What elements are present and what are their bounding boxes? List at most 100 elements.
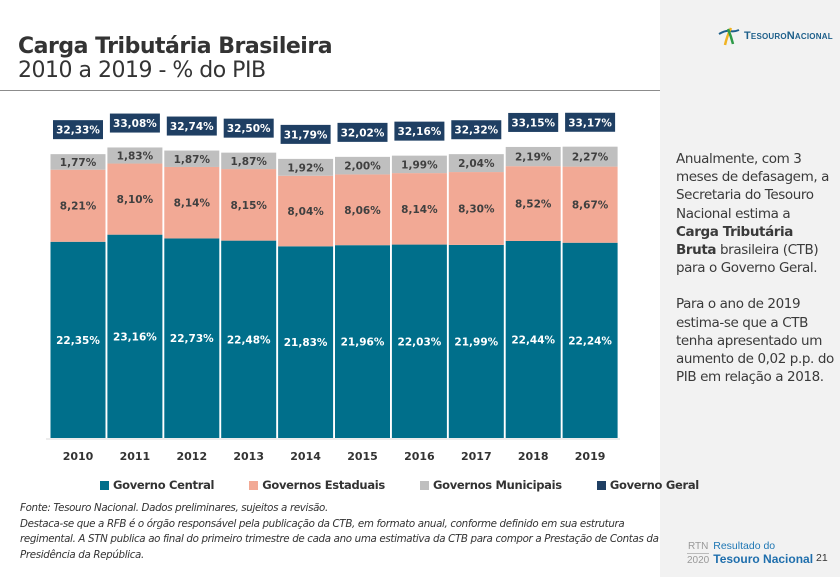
side-text-1b: brasileira (CTB) para o Governo Geral. — [676, 242, 819, 277]
bar-governos-municipais-2013 — [221, 152, 277, 170]
rtn-title: Resultado do Tesouro Nacional — [713, 540, 813, 566]
data-label-governos-municipais-2014: 1,92% — [287, 162, 324, 174]
legend-label: Governos Estaduais — [262, 478, 385, 492]
bar-governos-municipais-2015 — [335, 156, 390, 175]
side-description: Anualmente, com 3 meses de defasagem, a … — [676, 150, 834, 404]
rtn-badge: RTN 2020 — [687, 540, 710, 567]
bar-governos-municipais-2010 — [50, 154, 106, 170]
side-text-1a: Anualmente, com 3 meses de defasagem, a … — [676, 151, 829, 222]
logo-text: TesouroNacional — [744, 30, 833, 42]
legend-item-governos-municipais: Governos Municipais — [419, 478, 562, 492]
bar-governo-central-2010 — [50, 241, 106, 438]
data-label-governo-central-2016: 22,03% — [398, 336, 442, 348]
bar-governos-estaduais-2019 — [562, 166, 618, 243]
total-label-2011: 33,08% — [113, 118, 157, 130]
bar-governo-central-2017 — [448, 244, 504, 438]
total-label-2016: 32,16% — [398, 126, 442, 138]
legend-swatch — [419, 480, 429, 490]
data-label-governos-municipais-2019: 2,27% — [572, 152, 609, 164]
total-label-2018: 33,15% — [511, 117, 555, 129]
chart-legend: Governo Central Governos Estaduais Governo… — [100, 478, 699, 492]
data-label-governos-estaduais-2016: 8,14% — [401, 204, 438, 216]
total-box-2015 — [337, 122, 388, 142]
total-box-2012 — [166, 116, 217, 136]
bar-governos-estaduais-2014 — [278, 175, 334, 247]
data-label-governo-central-2011: 23,16% — [113, 331, 157, 343]
bar-governo-central-2018 — [505, 240, 561, 438]
legend-label: Governos Municipais — [432, 478, 562, 492]
total-box-2014 — [280, 124, 331, 144]
page-subtitle: 2010 a 2019 - % do PIB — [18, 58, 266, 83]
legend-item-governo-geral: Governo Geral — [596, 478, 699, 492]
x-tick-label-2018: 2018 — [518, 450, 549, 463]
bar-governo-central-2013 — [221, 240, 277, 438]
bar-governos-municipais-2014 — [278, 158, 334, 176]
bar-governos-estaduais-2010 — [50, 169, 106, 242]
total-box-2019 — [565, 112, 616, 132]
data-label-governos-estaduais-2013: 8,15% — [230, 200, 267, 212]
side-text-1-bold: Carga Tributária Bruta — [676, 223, 793, 259]
legend-swatch — [596, 480, 606, 490]
data-label-governo-central-2010: 22,35% — [56, 335, 100, 347]
x-tick-label-2013: 2013 — [233, 450, 264, 463]
legend-item-governo-central: Governo Central — [100, 478, 215, 492]
rtn-year: 2020 — [687, 555, 710, 566]
x-tick-label-2014: 2014 — [290, 450, 321, 463]
data-label-governos-municipais-2011: 1,83% — [117, 151, 154, 163]
bar-governo-central-2019 — [562, 242, 618, 438]
bar-governos-estaduais-2016 — [391, 173, 447, 245]
legend-swatch — [100, 480, 109, 490]
total-label-2012: 32,74% — [170, 121, 214, 133]
bar-governo-central-2012 — [164, 238, 220, 438]
data-label-governo-central-2019: 22,24% — [568, 335, 612, 347]
page-number: 21 — [816, 552, 828, 564]
data-label-governos-municipais-2012: 1,87% — [174, 154, 211, 166]
side-panel — [660, 0, 840, 577]
side-paragraph-2: Para o ano de 2019 estima-se que a CTB t… — [676, 296, 834, 386]
total-label-2014: 31,79% — [284, 129, 328, 141]
bar-governos-municipais-2018 — [505, 146, 561, 167]
data-label-governos-municipais-2013: 1,87% — [230, 156, 267, 168]
data-label-governos-municipais-2010: 1,77% — [60, 157, 97, 169]
bar-governo-central-2011 — [107, 234, 163, 438]
total-box-2018 — [508, 112, 559, 132]
legend-swatch — [249, 480, 259, 490]
rtn-footer: RTN 2020 Resultado do Tesouro Nacional — [687, 540, 813, 567]
source-note: Fonte: Tesouro Nacional. Dados prelimina… — [20, 502, 328, 514]
total-label-2010: 32,33% — [56, 125, 100, 137]
data-label-governo-central-2014: 21,83% — [284, 337, 328, 349]
x-tick-label-2017: 2017 — [461, 450, 492, 463]
tesouro-nacional-logo: TesouroNacional — [718, 26, 833, 46]
bar-governos-municipais-2012 — [164, 150, 220, 167]
explanatory-note: Destaca-se que a RFB é o órgão responsáv… — [20, 517, 659, 561]
bar-governos-municipais-2019 — [562, 146, 618, 167]
x-tick-label-2016: 2016 — [404, 450, 435, 463]
page-title: Carga Tributária Brasileira — [18, 34, 333, 59]
rtn-title-line2: Tesouro Nacional — [713, 552, 814, 566]
x-tick-label-2015: 2015 — [347, 450, 378, 463]
legend-label: Governo Geral — [609, 478, 699, 492]
data-label-governos-estaduais-2011: 8,10% — [117, 194, 154, 206]
data-label-governo-central-2015: 21,96% — [341, 337, 385, 349]
data-label-governos-municipais-2015: 2,00% — [344, 161, 381, 173]
data-label-governos-estaduais-2018: 8,52% — [515, 199, 552, 211]
total-box-2016 — [394, 121, 445, 141]
data-label-governo-central-2013: 22,48% — [227, 334, 271, 346]
data-label-governos-estaduais-2017: 8,30% — [458, 203, 495, 215]
total-box-2013 — [223, 118, 274, 138]
side-paragraph-1: Anualmente, com 3 meses de defasagem, a … — [676, 150, 834, 277]
total-label-2015: 32,02% — [341, 127, 385, 139]
bar-governos-estaduais-2013 — [221, 169, 277, 241]
bar-governos-estaduais-2017 — [448, 172, 504, 245]
bar-governo-central-2016 — [391, 244, 447, 438]
bar-governo-central-2014 — [278, 246, 334, 438]
bar-governo-central-2015 — [335, 245, 390, 438]
stacked-bar-chart: 22,35% 8,21% 1,77% 32,33% 2010 23,16% 8,10% 1,8… — [46, 112, 620, 463]
data-label-governos-estaduais-2019: 8,67% — [572, 200, 609, 212]
title-divider — [0, 90, 660, 91]
x-tick-label-2010: 2010 — [63, 450, 94, 463]
bar-governos-estaduais-2015 — [335, 174, 390, 246]
logo-star-icon — [718, 27, 740, 46]
data-label-governos-estaduais-2015: 8,06% — [344, 205, 381, 217]
x-tick-label-2011: 2011 — [120, 450, 151, 463]
